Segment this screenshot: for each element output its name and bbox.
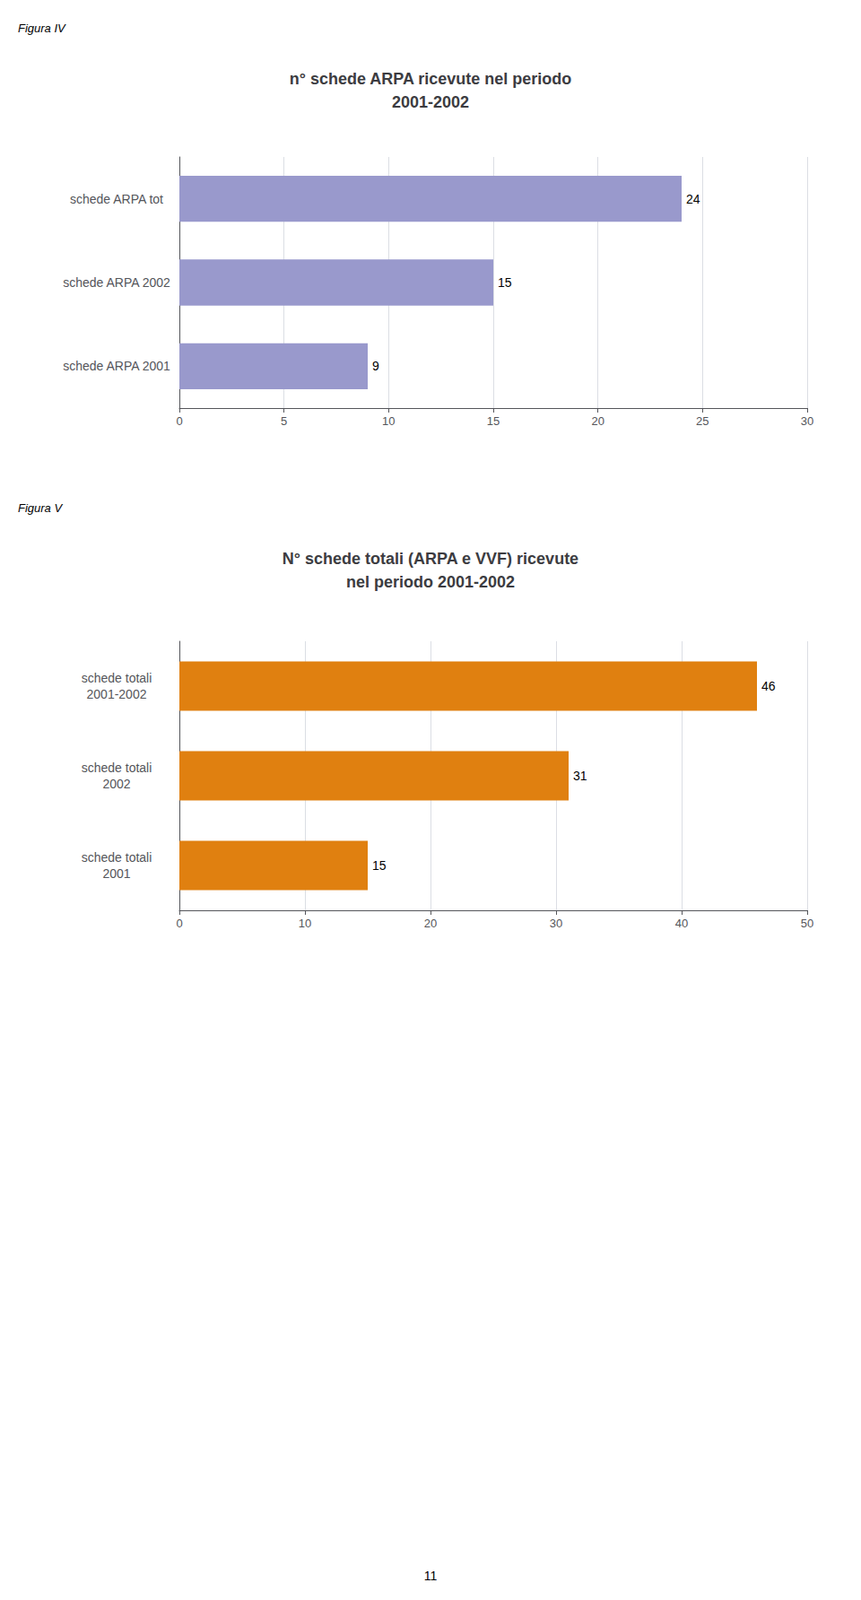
svg-text:2001-2002: 2001-2002 xyxy=(86,687,148,702)
svg-text:5: 5 xyxy=(280,414,287,428)
svg-text:schede totali: schede totali xyxy=(81,670,153,686)
svg-text:nel periodo 2001-2002: nel periodo 2001-2002 xyxy=(346,573,515,592)
svg-text:15: 15 xyxy=(487,414,500,428)
svg-text:0: 0 xyxy=(175,414,183,428)
svg-text:Figura IV: Figura IV xyxy=(17,21,67,35)
svg-text:9: 9 xyxy=(372,358,380,374)
svg-text:20: 20 xyxy=(591,414,604,428)
svg-text:46: 46 xyxy=(761,678,776,694)
svg-text:0: 0 xyxy=(175,916,183,931)
svg-text:25: 25 xyxy=(695,414,709,428)
svg-text:15: 15 xyxy=(497,275,513,290)
svg-text:N° schede totali (ARPA e VVF): N° schede totali (ARPA e VVF) ricevute xyxy=(282,549,579,568)
svg-text:2001: 2001 xyxy=(102,866,131,881)
svg-text:30: 30 xyxy=(549,916,563,931)
svg-text:10: 10 xyxy=(382,414,395,428)
svg-text:schede totali: schede totali xyxy=(81,760,153,775)
svg-text:schede ARPA 2002: schede ARPA 2002 xyxy=(62,275,171,290)
svg-text:Figura V: Figura V xyxy=(17,501,63,515)
svg-text:50: 50 xyxy=(800,916,814,931)
svg-text:30: 30 xyxy=(800,414,814,428)
svg-text:schede totali: schede totali xyxy=(81,850,153,865)
svg-text:40: 40 xyxy=(675,916,688,931)
svg-text:24: 24 xyxy=(686,191,701,207)
svg-text:2002: 2002 xyxy=(102,776,131,792)
svg-text:schede ARPA tot: schede ARPA tot xyxy=(69,191,164,207)
svg-text:20: 20 xyxy=(424,916,437,931)
svg-text:11: 11 xyxy=(424,1568,438,1583)
svg-text:15: 15 xyxy=(372,858,387,873)
svg-text:10: 10 xyxy=(298,916,312,931)
svg-text:schede ARPA 2001: schede ARPA 2001 xyxy=(62,358,171,374)
svg-text:n° schede ARPA ricevute nel pe: n° schede ARPA ricevute nel periodo xyxy=(289,69,573,88)
svg-text:2001-2002: 2001-2002 xyxy=(391,93,470,112)
svg-text:31: 31 xyxy=(573,768,588,783)
